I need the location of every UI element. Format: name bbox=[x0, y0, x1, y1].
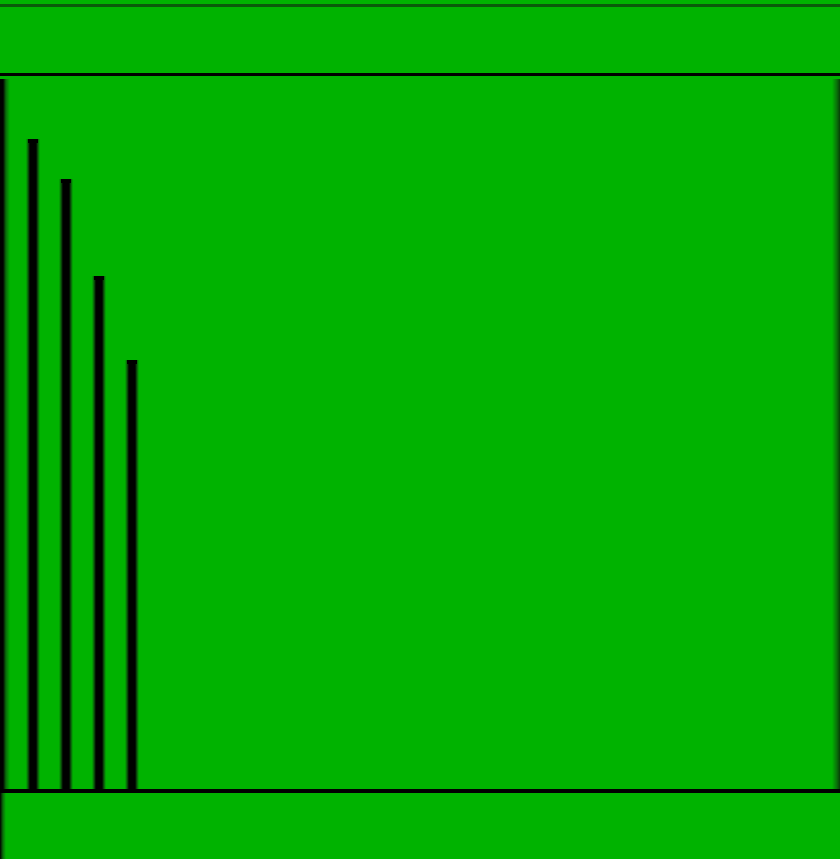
top-bar bbox=[0, 4, 840, 76]
bar-2 bbox=[59, 179, 73, 789]
bar-4 bbox=[125, 360, 139, 789]
bar-3 bbox=[92, 276, 106, 789]
bar-1 bbox=[26, 139, 40, 789]
bottom-bar bbox=[0, 789, 840, 859]
main-panel bbox=[0, 79, 840, 789]
